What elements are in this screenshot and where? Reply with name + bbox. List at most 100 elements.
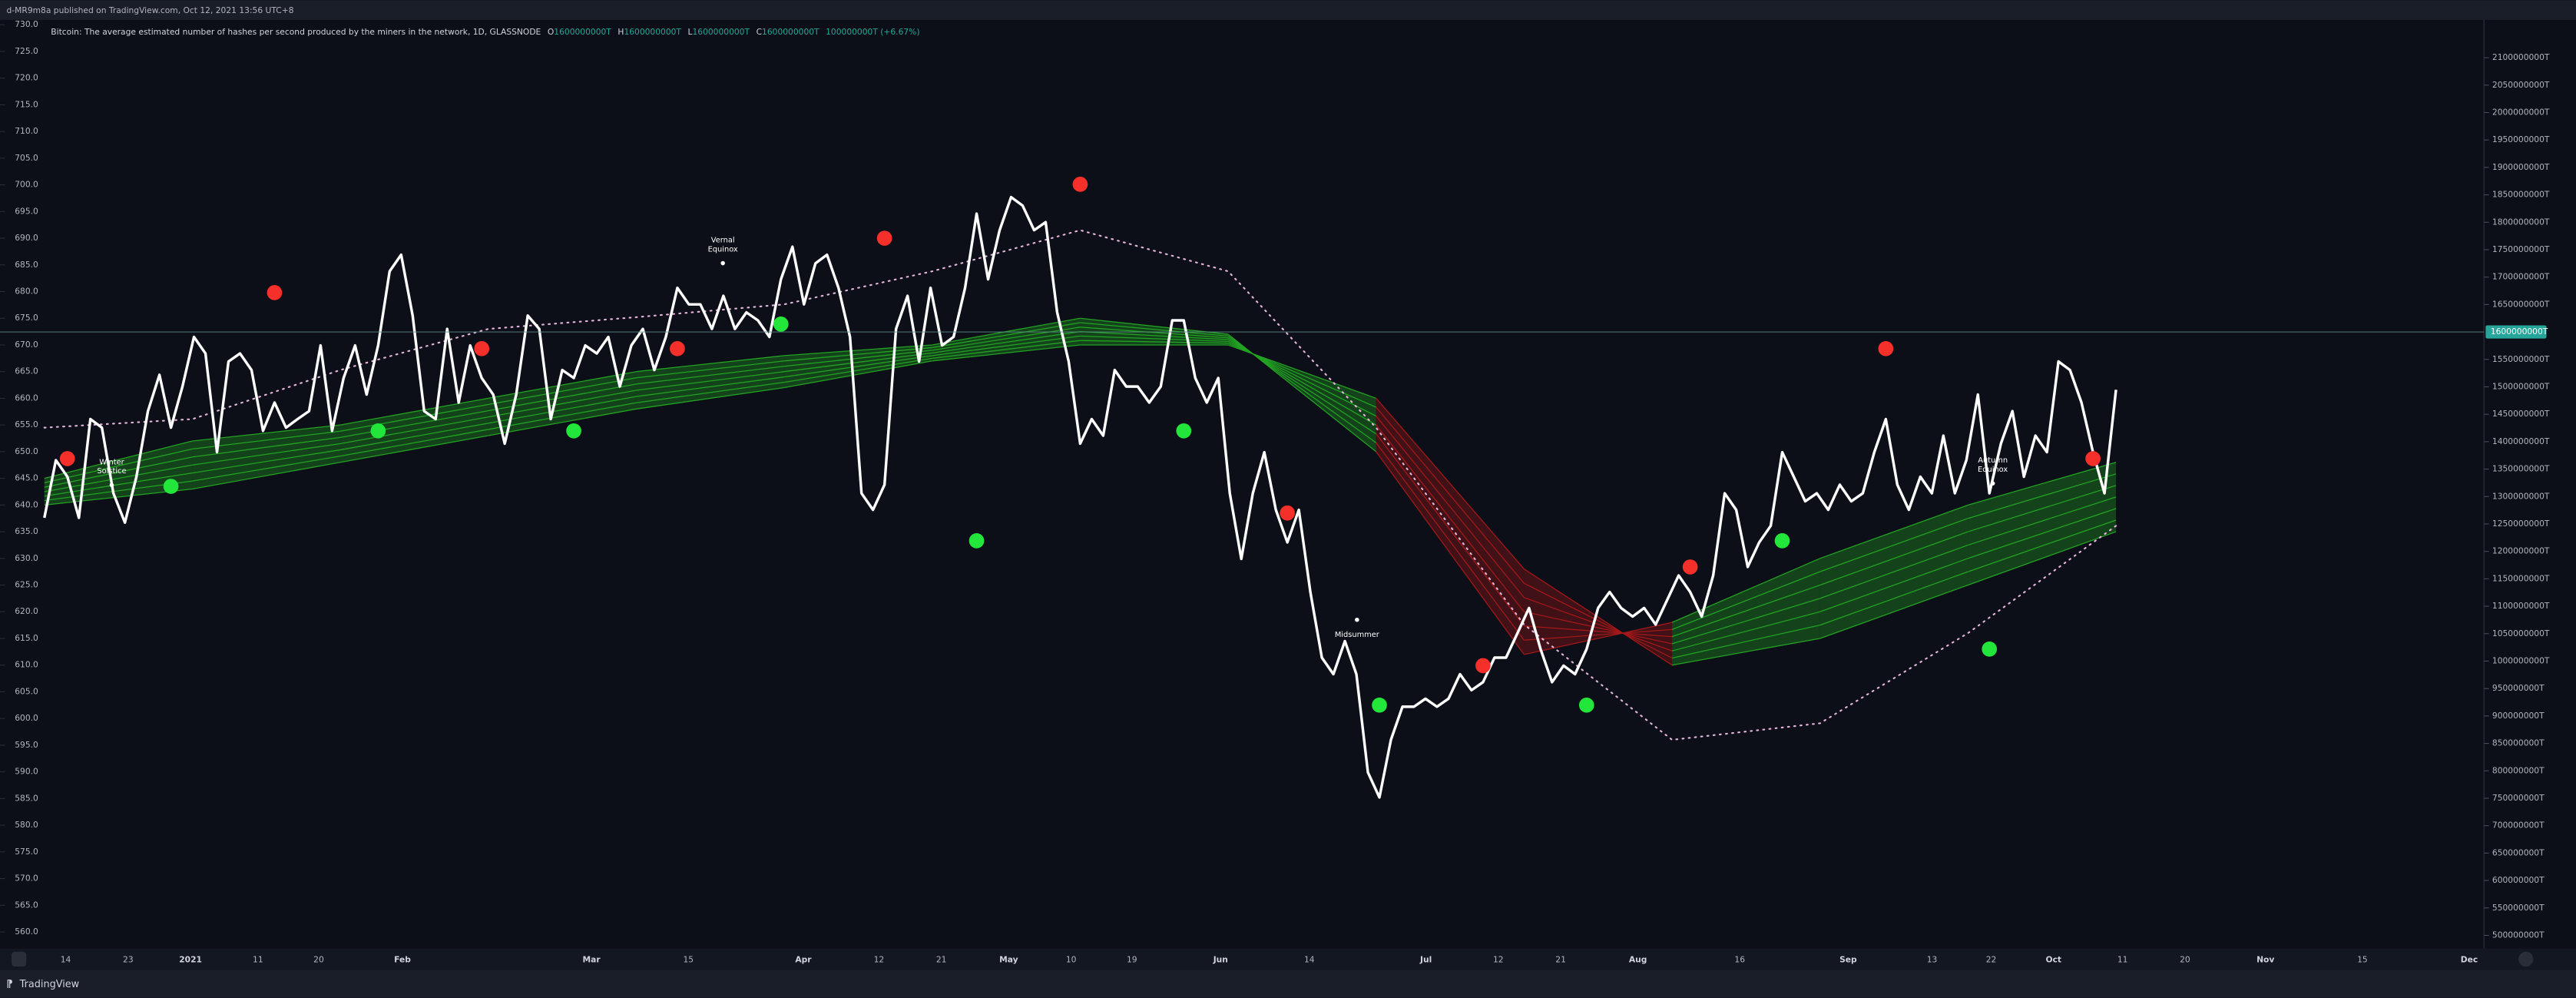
ribbon-line [192,436,341,458]
x-tick-label: 13 [1927,954,1938,964]
y-tick-label: 700.0 [15,180,38,190]
ribbon-line [932,330,1081,354]
slow-ma-line [43,229,2117,741]
x-tick-label: 21 [1555,954,1566,964]
ribbon-line [636,381,785,403]
y-tick-label: 610.0 [15,660,38,670]
y2-tick-label: 2050000000T [2492,80,2550,90]
y-tick-label: 615.0 [15,633,38,643]
ribbon-line [784,344,932,356]
y2-tick-label: 1250000000T [2492,519,2550,529]
x-tick-label: 21 [936,954,947,964]
x-tick-label: Mar [582,954,601,964]
legend-key: O [548,27,554,37]
ribbon-line [784,350,932,367]
y-tick-label: 630.0 [15,553,38,563]
y2-tick-label: 650000000T [2492,847,2545,857]
y-tick-label: 585.0 [15,793,38,803]
ribbon-line [1819,544,1968,599]
annotation: Winter [99,458,124,466]
y-tick-label: 645.0 [15,473,38,483]
annotation-icon [720,260,725,266]
y-tick-label: 650.0 [15,446,38,456]
signal-dot [163,479,179,494]
settings-button[interactable] [2518,951,2534,967]
ribbon-line [1671,598,1820,645]
y2-tick-label: 1200000000T [2492,546,2550,556]
signal-dot [1176,423,1192,439]
ribbon-line [1080,322,1229,337]
x-tick-label: 12 [874,954,885,964]
ribbon-line [1968,485,2117,532]
y2-tick-label: 700000000T [2492,821,2545,831]
y-tick-label: 565.0 [15,900,38,910]
x-tick-label: Jul [1419,954,1432,964]
ribbon-line [1080,327,1229,339]
signal-dot [566,423,581,439]
x-tick-label: 15 [683,954,694,964]
ribbon-line [1524,611,1673,645]
x-tick-label: 19 [1127,954,1137,964]
y2-tick-label: 1100000000T [2492,601,2550,611]
y2-tick-label: 600000000T [2492,875,2545,885]
annotation: Equinox [708,245,738,254]
y2-tick-label: 1850000000T [2492,190,2550,200]
ribbon-line [339,429,488,457]
top-bar [0,0,2576,20]
ribbon-line [1671,611,1820,652]
ribbon-line [44,472,193,497]
ribbon-line [1819,571,1968,626]
legend-title: Bitcoin: The average estimated number of… [51,27,541,37]
y2-tick-label: 1800000000T [2492,217,2550,227]
y2-tick-label: 1550000000T [2492,354,2550,364]
legend-value: 1600000000T [692,27,750,37]
ribbon-line [339,423,488,451]
ribbon-line [44,440,193,479]
ribbon-line [1671,624,1820,659]
annotation: Vernal [711,237,735,245]
y-tick-label: 640.0 [15,499,38,509]
time-axis-bar [0,948,2576,970]
y2-tick-label: 1400000000T [2492,436,2550,446]
last-value-badge [2485,325,2547,339]
ribbon-line [1376,451,1525,655]
ribbon-line [932,340,1081,359]
x-tick-label: Nov [2256,954,2274,964]
y-tick-label: 575.0 [15,847,38,857]
ribbon-line [192,462,341,490]
y-tick-label: 675.0 [15,313,38,323]
legend: Bitcoin: The average estimated number of… [51,27,919,37]
ribbon-line [1376,398,1525,570]
y2-tick-label: 1300000000T [2492,491,2550,501]
ribbon-line [192,443,341,466]
last-value-label: 1600000000T [2491,327,2548,337]
ribbon-line [488,371,637,400]
x-tick-label: Dec [2461,954,2478,964]
x-tick-label: 22 [1986,954,1997,964]
ribbon-line [1968,519,2117,572]
x-tick-label: Aug [1629,954,1647,964]
ribbon-line [192,424,341,442]
ribbon-line [1524,582,1673,659]
y2-tick-label: 1450000000T [2492,409,2550,419]
ribbon-line [1819,518,1968,572]
annotation-icon [1355,617,1359,622]
ribbon-line [784,346,932,362]
signal-dot [267,285,283,300]
price-line [43,195,2117,799]
signal-dot [1982,642,1998,657]
ribbon-line [1376,442,1525,641]
legend-key: H [618,27,624,37]
y2-tick-label: 500000000T [2492,930,2545,940]
legend-value: 1600000000T [554,27,611,37]
ribbon-line [1080,330,1229,340]
y2-tick-label: 1350000000T [2492,464,2550,474]
y-tick-label: 670.0 [15,340,38,350]
signal-dot [1372,697,1387,713]
x-tick-label: 14 [61,954,71,964]
zoom-button[interactable] [11,951,27,967]
y-tick-label: 710.0 [15,126,38,136]
ribbon-line [636,366,785,385]
ribbon-line [932,335,1081,356]
